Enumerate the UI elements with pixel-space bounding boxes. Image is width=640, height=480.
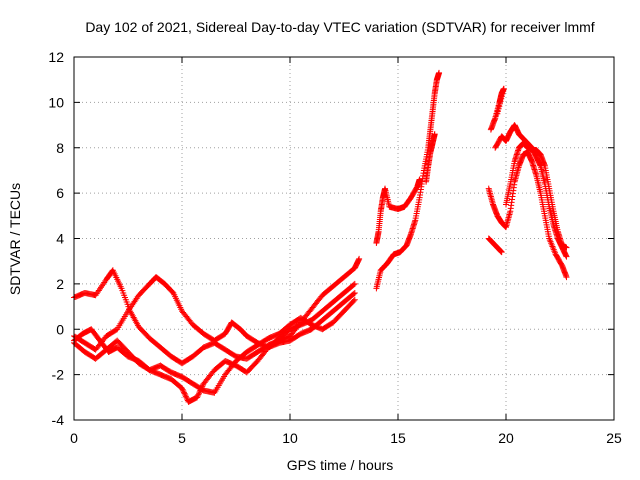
series-track-a <box>71 255 363 367</box>
y-tick-label: 10 <box>48 94 64 110</box>
data-point <box>351 296 358 303</box>
data-point <box>183 394 190 401</box>
x-tick-label: 10 <box>282 430 298 446</box>
data-point <box>194 394 201 401</box>
y-tick-label: 6 <box>56 185 64 201</box>
y-tick-label: 8 <box>56 140 64 156</box>
x-tick-label: 5 <box>178 430 186 446</box>
series-track-c <box>71 274 358 353</box>
data-point <box>498 249 505 256</box>
data-point <box>196 390 203 397</box>
data-point <box>436 69 443 76</box>
data-points <box>71 69 570 405</box>
data-point <box>195 391 202 398</box>
data-point <box>194 392 201 399</box>
data-point <box>182 393 189 400</box>
data-point <box>350 297 357 304</box>
series-track-l <box>503 140 570 251</box>
y-tick-label: -2 <box>52 367 65 383</box>
y-tick-label: 4 <box>56 231 64 247</box>
x-tick-label: 0 <box>70 430 78 446</box>
series-track-d <box>71 296 358 396</box>
data-point <box>180 387 187 394</box>
data-point <box>563 244 570 251</box>
data-point <box>356 255 363 262</box>
grid <box>74 57 614 420</box>
series-track-j <box>485 149 570 281</box>
series-track-f <box>373 69 443 292</box>
axis-ticks: 0 5 10 15 20 25 -4 -2 0 2 4 6 8 10 12 <box>48 49 622 446</box>
data-point <box>182 392 189 399</box>
data-point <box>351 289 358 296</box>
data-point <box>494 110 501 117</box>
y-tick-label: 2 <box>56 276 64 292</box>
data-point <box>351 280 358 287</box>
data-point <box>180 389 187 396</box>
y-axis-label: SDTVAR / TECUs <box>7 183 23 295</box>
y-tick-label: -4 <box>52 412 65 428</box>
y-tick-label: 12 <box>48 49 64 65</box>
series-track-i <box>485 235 505 256</box>
data-point <box>181 390 188 397</box>
chart-title: Day 102 of 2021, Sidereal Day-to-day VTE… <box>85 19 594 35</box>
x-tick-label: 20 <box>498 430 514 446</box>
x-tick-label: 25 <box>606 430 622 446</box>
series-track-k <box>492 122 570 260</box>
x-tick-label: 15 <box>390 430 406 446</box>
data-point <box>179 385 185 392</box>
series-track-g <box>423 131 438 185</box>
y-tick-label: 0 <box>56 321 64 337</box>
data-point <box>431 131 438 138</box>
data-point <box>563 253 570 260</box>
series-track-e <box>373 176 423 247</box>
series-track-h <box>487 85 507 133</box>
data-point <box>350 290 357 297</box>
data-point <box>179 386 186 393</box>
data-point <box>350 281 357 288</box>
x-axis-label: GPS time / hours <box>287 457 394 473</box>
data-point <box>563 274 570 281</box>
